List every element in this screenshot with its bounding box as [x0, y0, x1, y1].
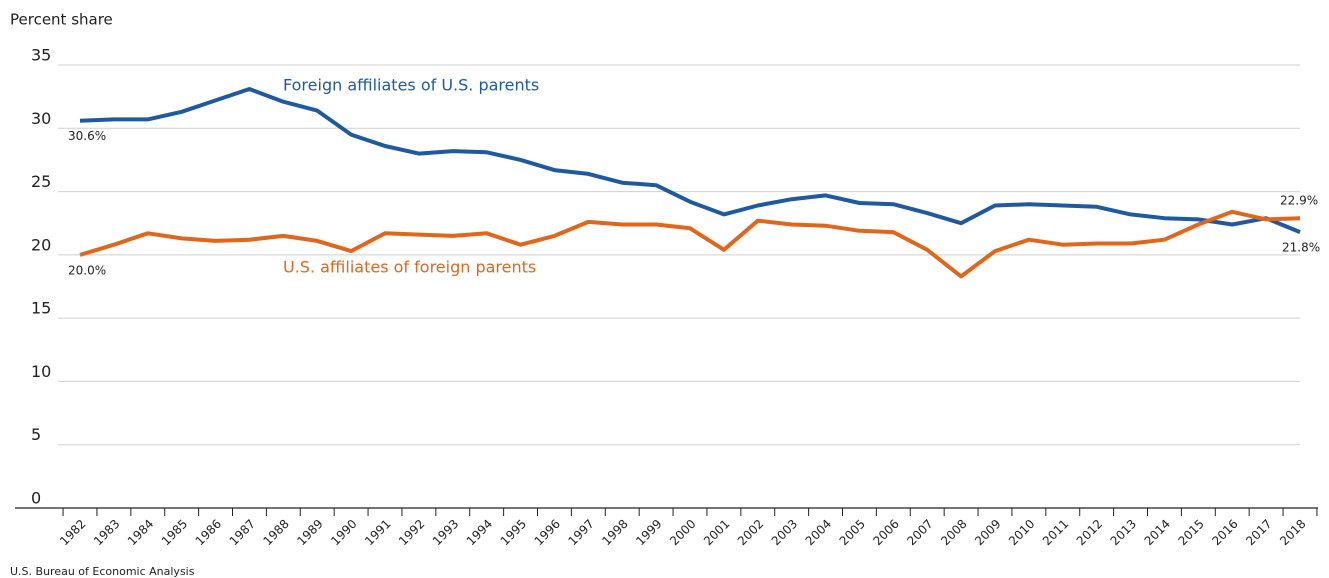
x-tick-label: 1995: [498, 517, 529, 548]
x-tick-label: 2009: [972, 517, 1003, 548]
x-tick-label: 2005: [837, 517, 868, 548]
x-tick-label: 1990: [328, 517, 359, 548]
x-tick-label: 2003: [769, 517, 800, 548]
x-tick-label: 2004: [803, 517, 834, 548]
x-tick-label: 1982: [57, 517, 88, 548]
x-tick-label: 2018: [1277, 517, 1308, 548]
x-tick-label: 2006: [870, 517, 901, 548]
y-tick-label: 0: [31, 489, 41, 508]
x-tick-label: 1997: [565, 517, 596, 548]
source: U.S. Bureau of Economic Analysis: [10, 565, 195, 578]
x-tick-label: 2013: [1108, 517, 1139, 548]
y-tick-label: 25: [31, 172, 51, 191]
y-tick-label: 5: [31, 425, 41, 444]
x-tick-label: 1989: [294, 517, 325, 548]
line: [79, 209, 1301, 279]
x-tick-label: 2002: [735, 517, 766, 548]
series-label: U.S. affiliates of foreign parents: [283, 258, 536, 277]
x-tick-label: 1985: [159, 517, 190, 548]
x-tick-label: 1984: [125, 517, 156, 548]
x-tick-label: 1993: [430, 517, 461, 548]
x-tick-label: 1992: [396, 517, 427, 548]
x-tick-label: 2010: [1006, 517, 1037, 548]
y-axis-label: Percent share: [10, 11, 113, 29]
x-tick-label: 2008: [938, 517, 969, 548]
x-tick-label: 1996: [532, 517, 563, 548]
x-tick-label: 2000: [667, 517, 698, 548]
data-label: 20.0%: [68, 263, 106, 277]
x-tick-label: 2011: [1040, 517, 1071, 548]
x-tick-label: 1987: [227, 517, 258, 548]
x-tick-label: 1999: [633, 517, 664, 548]
x-tick-label: 2007: [904, 517, 935, 548]
data-label: 22.9%: [1280, 194, 1318, 208]
x-tick-label: 1988: [260, 517, 291, 548]
y-tick-label: 10: [31, 362, 51, 381]
x-tick-label: 1983: [91, 517, 122, 548]
x-tick-label: 2016: [1209, 517, 1240, 548]
y-tick-label: 15: [31, 299, 51, 318]
x-tick-label: 2012: [1074, 517, 1105, 548]
y-tick-label: 30: [31, 109, 51, 128]
y-tick-label: 20: [31, 235, 51, 254]
x-tick-label: 1991: [362, 517, 393, 548]
x-tick-label: 1998: [599, 517, 630, 548]
y-tick-label: 35: [31, 46, 51, 65]
x-tick-label: 1986: [193, 517, 224, 548]
data-label: 21.8%: [1282, 241, 1320, 255]
line: [79, 87, 1301, 234]
data-label: 30.6%: [68, 129, 106, 143]
x-tick-label: 2014: [1142, 517, 1173, 548]
x-tick-label: 2015: [1175, 517, 1206, 548]
x-tick-label: 1994: [464, 517, 495, 548]
x-tick-label: 2017: [1243, 517, 1274, 548]
series-label: Foreign affiliates of U.S. parents: [283, 76, 539, 95]
x-tick-label: 2001: [701, 517, 732, 548]
